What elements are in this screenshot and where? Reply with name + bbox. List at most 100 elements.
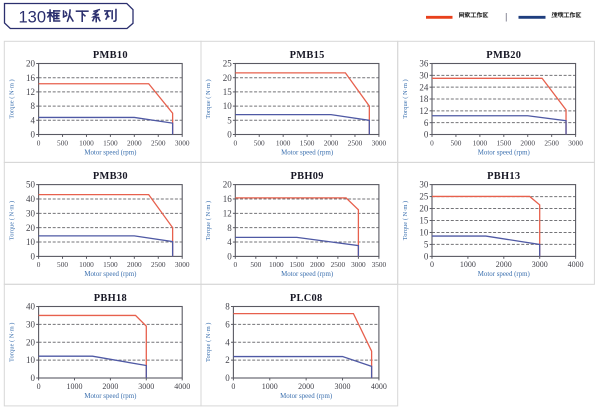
svg-text:PMB10: PMB10: [93, 50, 128, 61]
svg-text:20: 20: [419, 204, 429, 214]
svg-text:Torque ( N·m ): Torque ( N·m ): [9, 79, 16, 118]
svg-text:1000: 1000: [473, 138, 488, 147]
svg-text:10: 10: [26, 237, 36, 247]
svg-text:3000: 3000: [175, 260, 190, 269]
svg-text:1000: 1000: [460, 260, 476, 269]
svg-text:4: 4: [31, 115, 36, 125]
svg-text:2000: 2000: [496, 260, 512, 269]
svg-text:1000: 1000: [262, 382, 278, 391]
svg-text:12: 12: [223, 208, 232, 218]
svg-text:4000: 4000: [568, 260, 584, 269]
svg-text:1000: 1000: [276, 138, 291, 147]
svg-text:Torque ( N·m ): Torque ( N·m ): [205, 323, 212, 362]
svg-text:3000: 3000: [568, 138, 583, 147]
svg-text:25: 25: [419, 192, 429, 202]
svg-text:PMB15: PMB15: [290, 50, 325, 61]
svg-text:Motor speed (rpm): Motor speed (rpm): [281, 149, 333, 156]
svg-text:Motor speed (rpm): Motor speed (rpm): [84, 149, 136, 156]
svg-text:Motor speed (rpm): Motor speed (rpm): [84, 271, 136, 278]
svg-text:0: 0: [37, 260, 41, 269]
svg-text:2500: 2500: [151, 260, 166, 269]
svg-text:Torque ( N·m ): Torque ( N·m ): [205, 201, 212, 240]
svg-text:Motor speed (rpm): Motor speed (rpm): [478, 149, 530, 156]
svg-text:1000: 1000: [67, 382, 83, 391]
svg-text:500: 500: [57, 260, 68, 269]
svg-text:6: 6: [225, 319, 230, 329]
svg-text:10: 10: [26, 355, 36, 365]
svg-text:1000: 1000: [79, 138, 94, 147]
svg-text:12: 12: [26, 87, 35, 97]
svg-text:2000: 2000: [310, 260, 325, 269]
svg-text:0: 0: [231, 382, 235, 391]
svg-text:2: 2: [225, 355, 230, 365]
svg-text:18: 18: [419, 94, 429, 104]
svg-text:25: 25: [223, 59, 233, 69]
svg-text:1500: 1500: [290, 260, 305, 269]
svg-text:3000: 3000: [532, 260, 548, 269]
svg-text:2500: 2500: [348, 138, 363, 147]
svg-text:2000: 2000: [298, 382, 314, 391]
svg-text:130: 130: [19, 9, 47, 27]
svg-text:Motor speed (rpm): Motor speed (rpm): [281, 271, 333, 278]
svg-text:Motor speed (rpm): Motor speed (rpm): [478, 271, 530, 278]
svg-text:30: 30: [419, 180, 429, 190]
svg-text:1000: 1000: [79, 260, 94, 269]
svg-text:0: 0: [424, 252, 429, 262]
svg-text:40: 40: [26, 302, 36, 312]
svg-text:2000: 2000: [102, 382, 118, 391]
svg-text:500: 500: [450, 138, 461, 147]
svg-text:Torque ( N·m ): Torque ( N·m ): [9, 323, 16, 362]
svg-text:0: 0: [227, 252, 232, 262]
svg-text:2500: 2500: [331, 260, 346, 269]
svg-text:3000: 3000: [351, 260, 366, 269]
svg-text:PBH13: PBH13: [487, 171, 520, 182]
svg-text:0: 0: [37, 138, 41, 147]
svg-text:20: 20: [223, 180, 233, 190]
svg-text:3000: 3000: [372, 138, 387, 147]
svg-text:PLC08: PLC08: [290, 293, 323, 304]
svg-text:4: 4: [227, 237, 232, 247]
svg-text:0: 0: [31, 252, 36, 262]
svg-text:0: 0: [227, 130, 232, 140]
svg-text:36: 36: [419, 59, 429, 69]
svg-text:12: 12: [419, 106, 428, 116]
svg-text:Torque ( N·m ): Torque ( N·m ): [205, 79, 212, 118]
svg-text:0: 0: [430, 138, 434, 147]
svg-text:3000: 3000: [335, 382, 351, 391]
svg-text:0: 0: [225, 373, 230, 383]
svg-text:2500: 2500: [544, 138, 559, 147]
svg-text:PMB20: PMB20: [486, 50, 521, 61]
svg-text:PBH18: PBH18: [94, 293, 127, 304]
svg-text:PBH09: PBH09: [290, 171, 323, 182]
svg-text:3500: 3500: [372, 260, 387, 269]
svg-text:4: 4: [225, 337, 230, 347]
svg-text:10: 10: [223, 101, 233, 111]
svg-text:Motor speed (rpm): Motor speed (rpm): [84, 393, 136, 400]
svg-text:2000: 2000: [520, 138, 535, 147]
svg-text:1500: 1500: [300, 138, 315, 147]
svg-text:4000: 4000: [174, 382, 190, 391]
svg-text:16: 16: [223, 194, 233, 204]
svg-text:24: 24: [419, 82, 429, 92]
svg-text:1500: 1500: [103, 138, 118, 147]
svg-text:0: 0: [37, 382, 41, 391]
svg-text:1000: 1000: [269, 260, 284, 269]
svg-text:8: 8: [225, 302, 230, 312]
svg-text:Torque ( N·m ): Torque ( N·m ): [402, 201, 409, 240]
svg-text:0: 0: [424, 130, 429, 140]
svg-text:Torque ( N·m ): Torque ( N·m ): [402, 79, 409, 118]
svg-text:3000: 3000: [138, 382, 154, 391]
svg-text:30: 30: [419, 70, 429, 80]
svg-text:50: 50: [26, 180, 36, 190]
svg-text:0: 0: [31, 373, 36, 383]
svg-text:500: 500: [57, 138, 68, 147]
svg-text:15: 15: [223, 87, 233, 97]
svg-text:30: 30: [26, 319, 36, 329]
svg-text:2500: 2500: [151, 138, 166, 147]
svg-text:5: 5: [424, 240, 429, 250]
svg-text:PMB30: PMB30: [93, 171, 128, 182]
svg-text:0: 0: [233, 138, 237, 147]
svg-text:1500: 1500: [103, 260, 118, 269]
svg-text:20: 20: [26, 223, 36, 233]
svg-text:10: 10: [419, 228, 429, 238]
